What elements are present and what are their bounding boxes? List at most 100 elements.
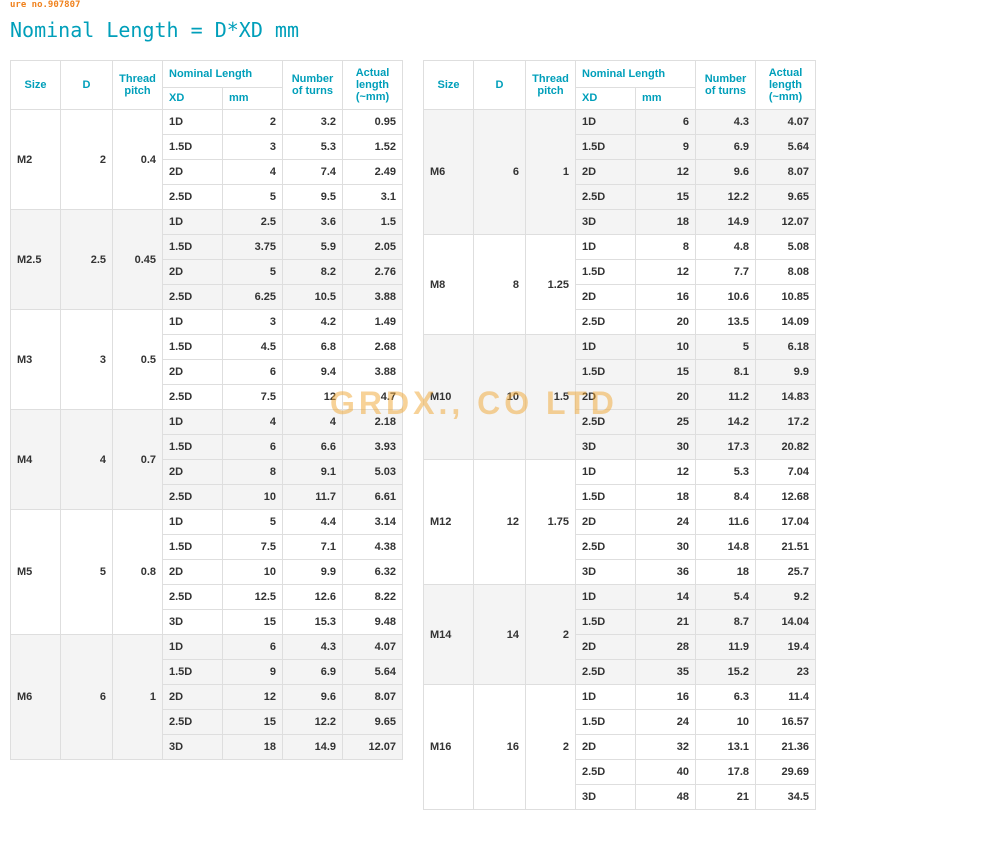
table-row: M881.251D84.85.08 <box>424 235 816 260</box>
cell-xd: 1D <box>576 685 636 710</box>
cell-xd: 1.5D <box>163 135 223 160</box>
cell-actual: 23 <box>756 660 816 685</box>
cell-mm: 35 <box>636 660 696 685</box>
cell-mm: 12 <box>636 260 696 285</box>
cell-mm: 36 <box>636 560 696 585</box>
table-row: M2.52.50.451D2.53.61.5 <box>11 210 403 235</box>
cell-turns: 3.6 <box>283 210 343 235</box>
cell-actual: 10.85 <box>756 285 816 310</box>
cell-turns: 8.4 <box>696 485 756 510</box>
cell-turns: 11.2 <box>696 385 756 410</box>
cell-xd: 2.5D <box>576 660 636 685</box>
cell-actual: 16.57 <box>756 710 816 735</box>
col-mm: mm <box>223 87 283 109</box>
col-actual: Actual length (~mm) <box>343 61 403 110</box>
col-mm: mm <box>636 87 696 109</box>
cell-turns: 6.9 <box>283 660 343 685</box>
size-group: M550.81D54.43.141.5D7.57.14.382D109.96.3… <box>11 510 403 635</box>
cell-actual: 5.08 <box>756 235 816 260</box>
cell-actual: 12.07 <box>756 210 816 235</box>
cell-mm: 12.5 <box>223 585 283 610</box>
cell-pitch: 1.25 <box>526 235 576 335</box>
cell-actual: 3.1 <box>343 185 403 210</box>
cell-size: M3 <box>11 310 61 410</box>
cell-actual: 4.7 <box>343 385 403 410</box>
cell-mm: 9 <box>223 660 283 685</box>
cell-size: M2 <box>11 110 61 210</box>
cell-mm: 12 <box>636 160 696 185</box>
cell-actual: 9.65 <box>343 710 403 735</box>
cell-actual: 1.49 <box>343 310 403 335</box>
size-group: M330.51D34.21.491.5D4.56.82.682D69.43.88… <box>11 310 403 410</box>
cell-turns: 9.1 <box>283 460 343 485</box>
cell-d: 6 <box>474 110 526 235</box>
cell-actual: 8.07 <box>756 160 816 185</box>
cell-actual: 9.48 <box>343 610 403 635</box>
cell-xd: 2.5D <box>576 185 636 210</box>
cell-xd: 1.5D <box>576 360 636 385</box>
cell-pitch: 0.45 <box>113 210 163 310</box>
cell-mm: 15 <box>223 710 283 735</box>
cell-actual: 8.22 <box>343 585 403 610</box>
cell-turns: 4.2 <box>283 310 343 335</box>
cell-mm: 21 <box>636 610 696 635</box>
cell-xd: 1D <box>163 510 223 535</box>
cell-size: M16 <box>424 685 474 810</box>
cell-turns: 9.9 <box>283 560 343 585</box>
cell-xd: 2D <box>576 635 636 660</box>
cell-mm: 2 <box>223 110 283 135</box>
cell-mm: 7.5 <box>223 385 283 410</box>
table-row: M550.81D54.43.14 <box>11 510 403 535</box>
cell-mm: 18 <box>636 210 696 235</box>
col-d: D <box>61 61 113 110</box>
cell-xd: 2.5D <box>163 585 223 610</box>
cell-turns: 9.5 <box>283 185 343 210</box>
cell-mm: 6 <box>223 635 283 660</box>
size-group: M6611D64.34.071.5D96.95.642D129.68.072.5… <box>424 110 816 235</box>
size-group: M6611D64.34.071.5D96.95.642D129.68.072.5… <box>11 635 403 760</box>
cell-actual: 14.83 <box>756 385 816 410</box>
cell-mm: 16 <box>636 285 696 310</box>
cell-size: M6 <box>424 110 474 235</box>
cell-size: M6 <box>11 635 61 760</box>
cell-actual: 11.4 <box>756 685 816 710</box>
cell-turns: 7.7 <box>696 260 756 285</box>
cell-mm: 9 <box>636 135 696 160</box>
cell-d: 5 <box>61 510 113 635</box>
cell-xd: 2.5D <box>576 410 636 435</box>
table-row: M440.71D442.18 <box>11 410 403 435</box>
cell-actual: 6.18 <box>756 335 816 360</box>
cell-xd: 2.5D <box>163 485 223 510</box>
cell-xd: 1.5D <box>576 485 636 510</box>
cell-xd: 2D <box>163 360 223 385</box>
cell-turns: 9.6 <box>696 160 756 185</box>
cell-mm: 15 <box>636 360 696 385</box>
cell-actual: 14.04 <box>756 610 816 635</box>
cell-actual: 12.07 <box>343 735 403 760</box>
cell-actual: 3.93 <box>343 435 403 460</box>
cell-mm: 8 <box>636 235 696 260</box>
size-group: M12121.751D125.37.041.5D188.412.682D2411… <box>424 460 816 585</box>
cell-actual: 0.95 <box>343 110 403 135</box>
cell-xd: 2D <box>576 735 636 760</box>
cell-actual: 34.5 <box>756 785 816 810</box>
col-turns: Number of turns <box>696 61 756 110</box>
cell-size: M4 <box>11 410 61 510</box>
cell-d: 6 <box>61 635 113 760</box>
cell-mm: 6 <box>636 110 696 135</box>
cell-xd: 1D <box>576 110 636 135</box>
cell-actual: 2.05 <box>343 235 403 260</box>
table-row: M12121.751D125.37.04 <box>424 460 816 485</box>
cell-actual: 17.04 <box>756 510 816 535</box>
cell-mm: 24 <box>636 710 696 735</box>
cell-xd: 2D <box>576 160 636 185</box>
cell-pitch: 1.75 <box>526 460 576 585</box>
size-group: M161621D166.311.41.5D241016.572D3213.121… <box>424 685 816 810</box>
cell-mm: 6 <box>223 435 283 460</box>
cell-d: 8 <box>474 235 526 335</box>
cell-pitch: 0.7 <box>113 410 163 510</box>
cell-actual: 3.14 <box>343 510 403 535</box>
cell-turns: 21 <box>696 785 756 810</box>
cell-actual: 2.49 <box>343 160 403 185</box>
size-group: M220.41D23.20.951.5D35.31.522D47.42.492.… <box>11 110 403 210</box>
